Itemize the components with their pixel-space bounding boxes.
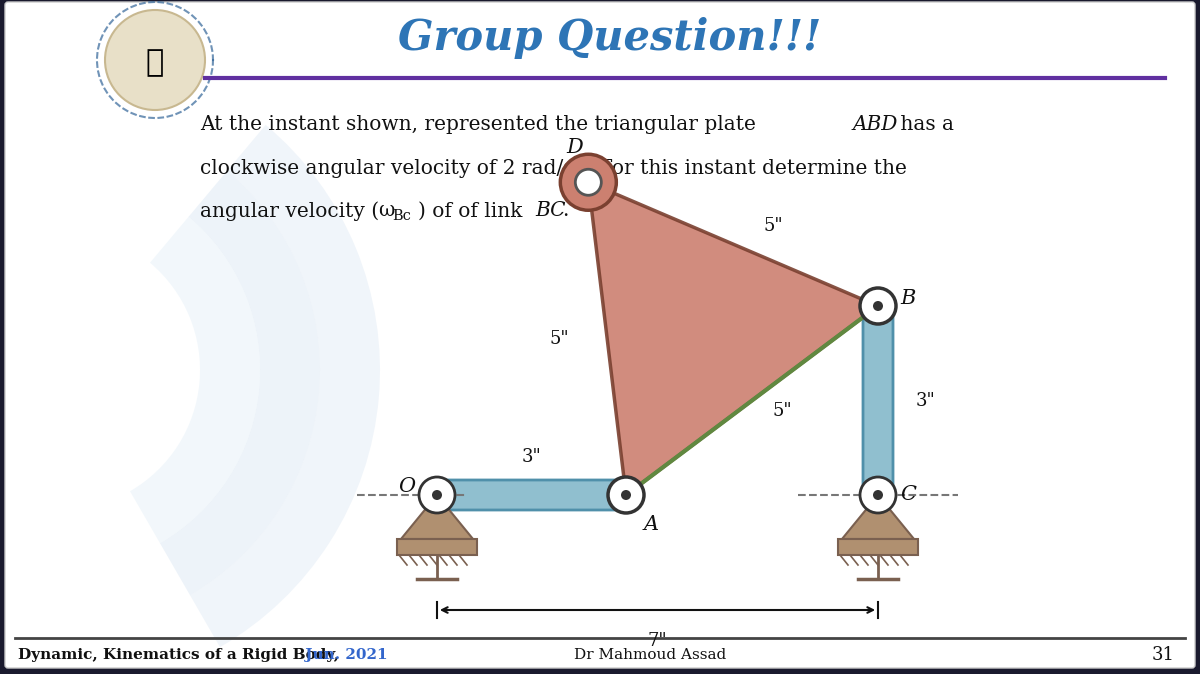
- Circle shape: [874, 301, 883, 311]
- Polygon shape: [401, 495, 473, 539]
- Text: C: C: [900, 485, 916, 505]
- Wedge shape: [160, 171, 320, 595]
- Text: .: .: [562, 202, 569, 220]
- Text: Bc: Bc: [392, 209, 410, 223]
- Bar: [838, 539, 918, 555]
- Circle shape: [608, 477, 644, 513]
- Text: Dynamic, Kinematics of a Rigid Body,: Dynamic, Kinematics of a Rigid Body,: [18, 648, 340, 662]
- Text: O: O: [398, 477, 415, 497]
- Circle shape: [874, 490, 883, 500]
- Text: BC: BC: [535, 202, 565, 220]
- Text: Group Question!!!: Group Question!!!: [398, 17, 822, 59]
- Wedge shape: [190, 125, 380, 647]
- Circle shape: [860, 288, 896, 324]
- Bar: [397, 539, 478, 555]
- Wedge shape: [130, 217, 260, 543]
- Text: A: A: [644, 515, 659, 534]
- Text: angular velocity (: angular velocity (: [200, 201, 379, 221]
- Polygon shape: [588, 182, 878, 495]
- Text: 🦅: 🦅: [146, 49, 164, 78]
- Text: ABD: ABD: [853, 115, 899, 135]
- Text: has a: has a: [894, 115, 954, 135]
- Text: 3": 3": [916, 392, 936, 410]
- FancyBboxPatch shape: [436, 480, 628, 510]
- Text: ω: ω: [378, 202, 395, 220]
- Text: D: D: [566, 137, 583, 157]
- Text: B: B: [900, 288, 916, 307]
- Text: 5": 5": [763, 217, 782, 235]
- Text: 7": 7": [648, 632, 667, 650]
- FancyBboxPatch shape: [5, 2, 1195, 668]
- Circle shape: [560, 154, 617, 210]
- Circle shape: [860, 477, 896, 513]
- Text: clockwise angular velocity of 2 rad/s .  For this instant determine the: clockwise angular velocity of 2 rad/s . …: [200, 158, 907, 177]
- FancyBboxPatch shape: [863, 304, 893, 497]
- Polygon shape: [842, 495, 914, 539]
- Circle shape: [575, 169, 601, 195]
- Text: Dr Mahmoud Assad: Dr Mahmoud Assad: [574, 648, 726, 662]
- Text: At the instant shown, represented the triangular plate: At the instant shown, represented the tr…: [200, 115, 762, 135]
- Circle shape: [106, 10, 205, 110]
- Circle shape: [419, 477, 455, 513]
- Circle shape: [432, 490, 442, 500]
- Text: Jun. 2021: Jun. 2021: [300, 648, 388, 662]
- Text: 31: 31: [1152, 646, 1175, 664]
- Text: 5": 5": [550, 330, 569, 348]
- Circle shape: [622, 490, 631, 500]
- Text: 5": 5": [772, 402, 792, 419]
- Text: 3": 3": [522, 448, 541, 466]
- Text: ) of of link: ) of of link: [418, 202, 529, 220]
